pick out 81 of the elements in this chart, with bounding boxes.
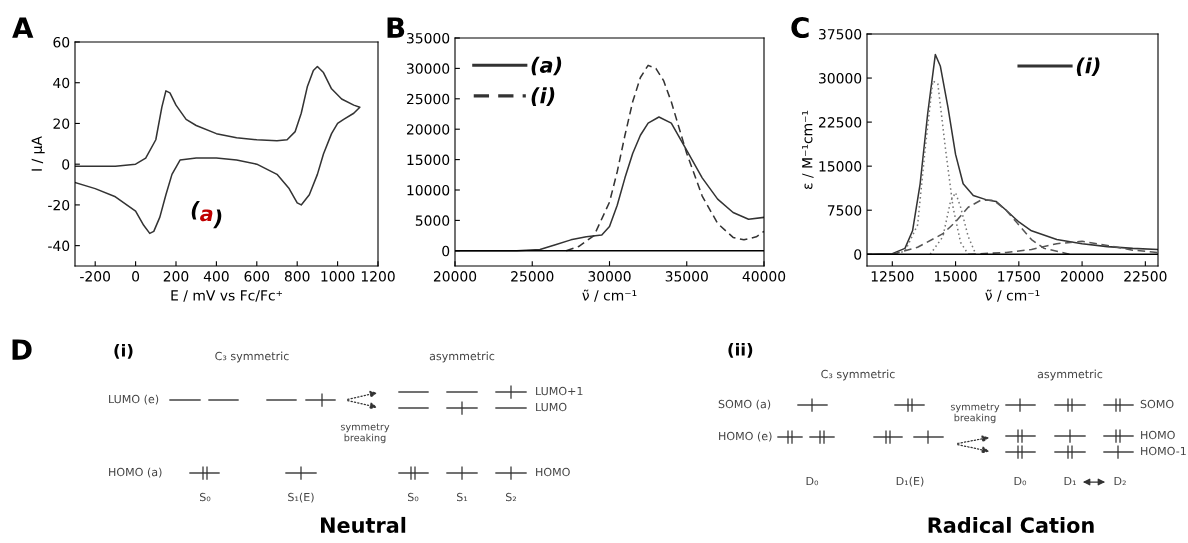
legend-label: (i) bbox=[531, 87, 555, 106]
text: SOMO (a) bbox=[718, 399, 771, 410]
x-tick-label: 35000 bbox=[665, 271, 708, 282]
x-tick-label: 17500 bbox=[998, 271, 1040, 282]
x-tick-label: 30000 bbox=[588, 271, 631, 282]
text: HOMO bbox=[1141, 430, 1175, 440]
y-tick-label: 0 bbox=[854, 249, 862, 260]
text: D bbox=[12, 339, 32, 360]
text: D₀ bbox=[806, 476, 819, 486]
x-tick-label: 25000 bbox=[511, 271, 554, 282]
text: SOMO bbox=[1140, 399, 1174, 409]
text: S₁(E) bbox=[288, 492, 314, 503]
y-tick-label: -20 bbox=[48, 199, 70, 211]
x-tick-label: 400 bbox=[203, 271, 229, 282]
text: HOMO-1 bbox=[1141, 446, 1186, 456]
chart-title: B bbox=[387, 17, 405, 38]
x-axis-title: ν̃ / cm⁻¹ bbox=[582, 289, 637, 302]
y-tick-label: 30000 bbox=[819, 73, 862, 84]
x-tick-label: 1200 bbox=[361, 271, 395, 282]
x-tick-label: 600 bbox=[244, 271, 270, 282]
chart-title: A bbox=[12, 17, 34, 38]
x-tick-label: 0 bbox=[132, 271, 140, 282]
y-tick-label: 5000 bbox=[415, 215, 450, 226]
text: S₀ bbox=[407, 492, 419, 502]
y-tick-label: 0 bbox=[62, 159, 70, 170]
text: HOMO bbox=[536, 467, 570, 477]
y-tick-label: 25000 bbox=[406, 93, 450, 105]
y-tick-label: 37500 bbox=[819, 28, 862, 40]
text: Neutral bbox=[321, 516, 406, 534]
y-tick-label: 35000 bbox=[407, 32, 450, 44]
x-tick-label: 15000 bbox=[935, 271, 977, 282]
text: HOMO (a) bbox=[109, 467, 162, 478]
legend-label: (i) bbox=[1076, 57, 1100, 76]
text: S₂ bbox=[505, 492, 517, 502]
x-tick-label: 800 bbox=[284, 271, 310, 282]
text: Radical Cation bbox=[928, 516, 1094, 534]
x-tick-label: 12500 bbox=[871, 271, 914, 282]
y-tick-label: 40 bbox=[53, 77, 70, 89]
text: (i) bbox=[114, 343, 133, 359]
text: D₁(E) bbox=[896, 476, 924, 487]
x-tick-label: 20000 bbox=[433, 271, 477, 282]
y-axis-title: ε / M⁻¹cm⁻¹ bbox=[802, 110, 814, 190]
x-tick-label: -200 bbox=[80, 271, 111, 282]
text: D₁ bbox=[1064, 476, 1076, 486]
y-tick-label: 22500 bbox=[818, 117, 862, 128]
text: LUMO+1 bbox=[536, 386, 583, 396]
text: symmetry breaking bbox=[950, 403, 1000, 424]
y-tick-label: -40 bbox=[48, 240, 70, 252]
x-tick-label: 200 bbox=[163, 271, 189, 282]
y-axis-title: I / μA bbox=[31, 136, 45, 171]
y-tick-label: 20 bbox=[53, 118, 70, 129]
y-tick-label: 10000 bbox=[407, 184, 450, 196]
y-tick-label: 20000 bbox=[406, 124, 450, 135]
legend-label: (a) bbox=[531, 56, 562, 76]
text: D₀ bbox=[1014, 476, 1027, 486]
y-tick-label: 15000 bbox=[819, 161, 862, 172]
text: symmetry breaking bbox=[340, 423, 390, 444]
text: C₃ symmetric bbox=[821, 369, 895, 381]
y-tick-label: 0 bbox=[442, 245, 450, 257]
text: D₂ bbox=[1114, 476, 1126, 486]
x-tick-label: 40000 bbox=[742, 271, 786, 282]
text: asymmetric bbox=[429, 351, 495, 363]
x-axis-title: E / mV vs Fc/Fc⁺ bbox=[171, 290, 282, 302]
x-tick-label: 20000 bbox=[1061, 271, 1104, 282]
x-tick-label: 22500 bbox=[1124, 271, 1167, 282]
chart-title: C bbox=[791, 17, 809, 39]
text: asymmetric bbox=[1037, 369, 1103, 381]
text: LUMO bbox=[536, 402, 567, 412]
annotation: (a) bbox=[191, 200, 222, 229]
y-tick-label: 7500 bbox=[827, 205, 862, 216]
text: S₀ bbox=[199, 492, 211, 502]
text: (ii) bbox=[728, 342, 753, 358]
text: S₁ bbox=[456, 492, 468, 502]
y-tick-label: 30000 bbox=[407, 63, 450, 74]
x-tick-label: 1000 bbox=[321, 271, 355, 282]
y-tick-label: 60 bbox=[53, 36, 70, 48]
x-axis-title: ν̃ / cm⁻¹ bbox=[985, 289, 1040, 302]
text: C₃ symmetric bbox=[215, 351, 289, 363]
text: LUMO (e) bbox=[109, 394, 159, 405]
text: HOMO (e) bbox=[719, 431, 772, 442]
y-tick-label: 15000 bbox=[407, 154, 450, 166]
